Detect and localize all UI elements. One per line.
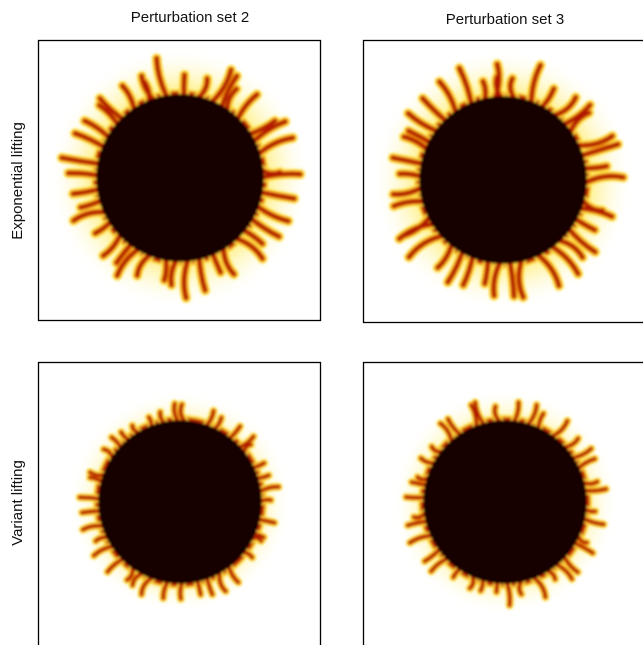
core [98, 420, 262, 584]
panel [363, 362, 643, 645]
panel [38, 362, 321, 645]
core [423, 420, 587, 584]
panel [38, 40, 321, 321]
column-title: Perturbation set 3 [446, 11, 564, 28]
panels [38, 40, 643, 645]
figure: Perturbation set 2 Perturbation set 3 Ex… [0, 0, 643, 645]
core [419, 96, 587, 264]
panel [363, 40, 643, 323]
column-title: Perturbation set 2 [131, 9, 249, 26]
row-label: Variant lifting [9, 460, 26, 546]
core [96, 94, 264, 262]
row-label: Exponential lifting [9, 122, 26, 240]
